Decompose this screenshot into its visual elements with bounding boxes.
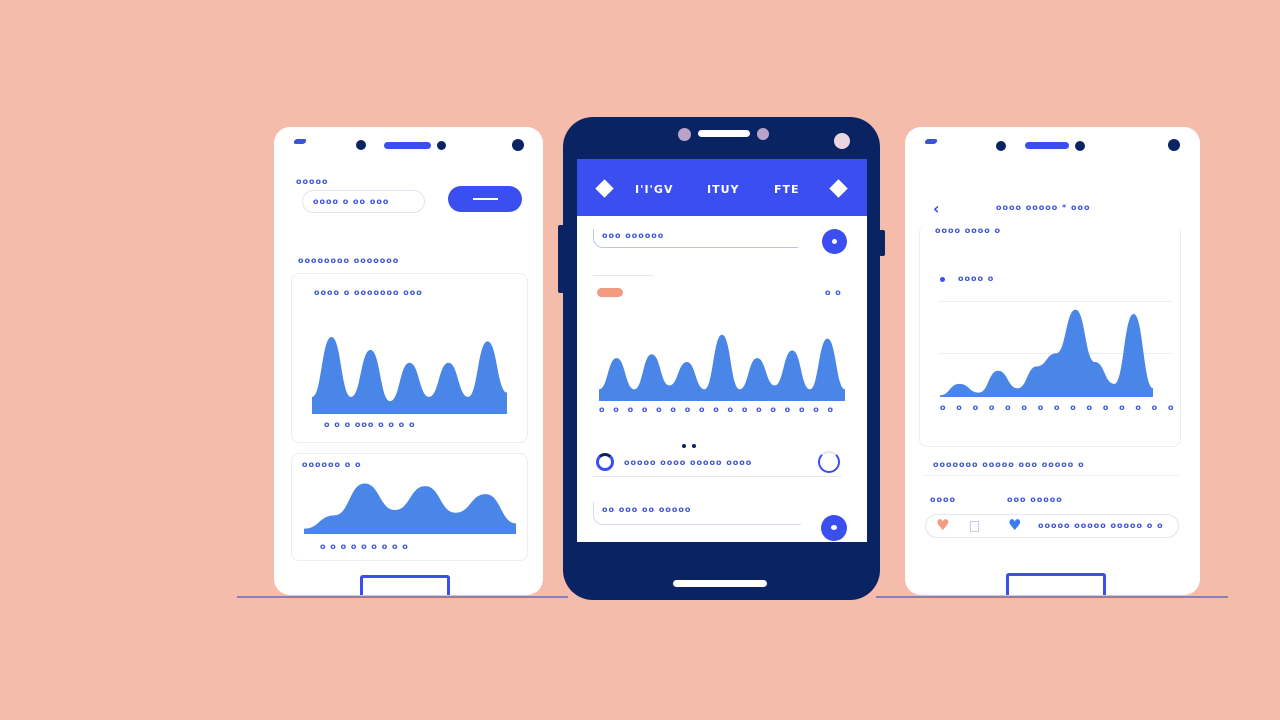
- sensor-dot: [834, 133, 850, 149]
- divider: [593, 275, 653, 276]
- speaker-pill: [384, 142, 431, 149]
- back-chevron-icon[interactable]: ‹: [933, 199, 940, 218]
- ground-line: [876, 596, 1228, 598]
- input-text: oooo o oo ooo: [313, 197, 390, 206]
- x-ticks: o o o ooo o o o o: [324, 420, 416, 429]
- area-chart: [599, 334, 845, 401]
- button-line: [473, 198, 498, 200]
- search-input[interactable]: ooo oooooo: [593, 229, 798, 248]
- sensor-dot: [1075, 141, 1085, 151]
- left-phone: ooooo oooo o oo ooo oooooooo ooooooo ooo…: [274, 127, 543, 595]
- footer-text: ooooo ooooo ooooo o o: [1038, 521, 1164, 530]
- search-button[interactable]: [822, 229, 847, 254]
- list-item-text: ooooo oooo ooooo oooo: [624, 458, 753, 467]
- stand: [360, 575, 450, 595]
- search-text: ooo oooooo: [602, 231, 665, 240]
- home-indicator[interactable]: [673, 580, 767, 587]
- list-item[interactable]: ooooo oooo ooooo oooo: [593, 449, 841, 477]
- logo-icon: [924, 139, 938, 144]
- tag: oooo: [930, 495, 956, 504]
- chart-card: oooo oooo o oooo o o o o o o o o o o o o…: [919, 225, 1181, 447]
- chart-legend: oooo o ooooooo ooo: [314, 288, 423, 297]
- card-title: oooooo o o: [302, 460, 362, 469]
- camera-dot: [757, 128, 769, 140]
- label: ooooo: [296, 177, 329, 186]
- header-bar: I'I'GV ITUY FTE: [577, 159, 867, 216]
- x-ticks: o o o o o o o o o o o o o o o: [940, 403, 1178, 412]
- sensor-dot: [1168, 139, 1180, 151]
- sensor-dot: [512, 139, 524, 151]
- chart-card: oooo o ooooooo ooo o o o ooo o o o o: [291, 273, 528, 443]
- action-button[interactable]: [821, 515, 847, 541]
- toggle-icon[interactable]: [818, 451, 840, 473]
- tab-1[interactable]: I'I'GV: [635, 183, 674, 196]
- speaker-pill: [698, 130, 750, 137]
- screen: I'I'GV ITUY FTE ooo oooooo o o o o o o o…: [577, 159, 867, 542]
- indicator-dot: [692, 444, 696, 448]
- legend-text: oooo o: [958, 274, 995, 283]
- bookmark-icon[interactable]: [970, 521, 979, 532]
- tab-3[interactable]: FTE: [774, 183, 800, 196]
- camera-dot: [996, 141, 1006, 151]
- card-subtitle: oooo oooo o: [935, 226, 1002, 235]
- area-series: [312, 337, 507, 414]
- stand: [1006, 573, 1106, 595]
- right-phone: ‹ oooo ooooo * ooo oooo oooo o oooo o o …: [905, 127, 1200, 595]
- chart-card-2: oooooo o o o o o o o o o o o: [291, 453, 528, 561]
- heart-icon[interactable]: ♥: [1008, 516, 1022, 534]
- side-button: [558, 225, 564, 293]
- indicator-dot: [682, 444, 686, 448]
- tag: ooo ooooo: [1007, 495, 1063, 504]
- area-series: [599, 334, 845, 401]
- legend-dot: [940, 277, 945, 282]
- side-button: [879, 230, 885, 256]
- gridline: [938, 301, 1173, 302]
- logo-icon: [293, 139, 307, 144]
- progress-icon: [596, 453, 614, 471]
- divider: [923, 475, 1179, 476]
- list-item-text: oo ooo oo ooooo: [602, 505, 692, 514]
- heart-icon[interactable]: ♥: [936, 516, 950, 534]
- header-title: oooo ooooo * ooo: [996, 203, 1091, 212]
- action-button[interactable]: [448, 186, 522, 212]
- legend-text: o o: [825, 288, 842, 297]
- camera-dot: [356, 140, 366, 150]
- area-series: [304, 483, 516, 534]
- tab-2[interactable]: ITUY: [707, 183, 740, 196]
- action-row[interactable]: ♥ ♥ ooooo ooooo ooooo o o: [925, 514, 1179, 538]
- diamond-icon[interactable]: [595, 179, 614, 198]
- legend-swatch: [597, 288, 623, 297]
- x-ticks: o o o o o o o o o o o o o o o o o: [599, 405, 836, 414]
- speaker-pill: [1025, 142, 1069, 149]
- area-chart: [940, 309, 1153, 397]
- list-item[interactable]: oo ooo oo ooooo: [593, 502, 801, 525]
- area-series: [940, 309, 1153, 397]
- search-input[interactable]: oooo o oo ooo: [302, 190, 425, 213]
- card-title: oooooooo ooooooo: [298, 256, 400, 265]
- camera-dot: [678, 128, 691, 141]
- row-text: ooooooo ooooo ooo ooooo o: [933, 460, 1085, 469]
- x-ticks: o o o o o o o o o: [320, 542, 409, 551]
- center-phone: I'I'GV ITUY FTE ooo oooooo o o o o o o o…: [563, 117, 880, 600]
- area-chart: [304, 483, 516, 534]
- sensor-dot: [437, 141, 446, 150]
- diamond-icon[interactable]: [829, 179, 848, 198]
- ground-line: [237, 596, 568, 598]
- area-chart: [312, 337, 507, 414]
